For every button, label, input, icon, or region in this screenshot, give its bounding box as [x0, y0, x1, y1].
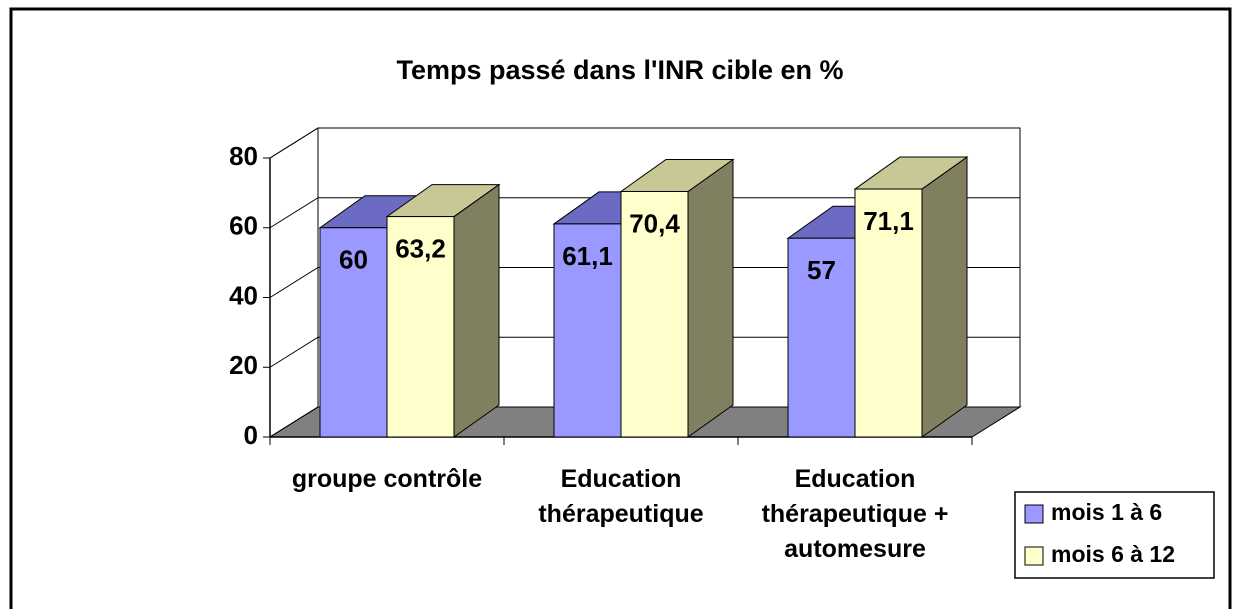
- y-tick-label: 0: [244, 420, 258, 450]
- bar: [319, 227, 388, 438]
- grid-line: [269, 406, 1020, 438]
- bar: [620, 190, 689, 438]
- value-label: 61,1: [562, 241, 613, 271]
- bar-side: [687, 158, 734, 438]
- x-tick-label: groupe contrôle: [291, 465, 483, 493]
- bar-side: [921, 156, 968, 438]
- y-tick-label: 40: [229, 280, 258, 310]
- grid-line: [269, 197, 1020, 229]
- bar: [386, 216, 455, 438]
- bar: [553, 223, 622, 438]
- y-tick-label: 20: [229, 350, 258, 380]
- value-label: 70,4: [629, 208, 680, 238]
- legend-swatch: [1024, 546, 1044, 566]
- y-tick-label: 80: [229, 141, 258, 171]
- bar: [787, 237, 856, 438]
- frame: [9, 7, 1232, 609]
- legend-label: mois 6 à 12: [1051, 541, 1175, 567]
- value-label: 57: [807, 255, 836, 285]
- bar: [854, 188, 923, 438]
- x-tick-label: Education thérapeutique: [538, 465, 704, 528]
- grid-line: [269, 127, 1020, 159]
- chart-title: Temps passé dans l'INR cible en %: [396, 55, 843, 85]
- grid-line: [269, 267, 1020, 298]
- grid-line: [269, 336, 1020, 368]
- value-label: 71,1: [863, 206, 914, 236]
- bar-side: [453, 183, 500, 438]
- legend-box: [1014, 491, 1215, 579]
- legend-label: mois 1 à 6: [1051, 499, 1162, 525]
- x-tick-label: Education thérapeutique + automesure: [761, 465, 949, 563]
- legend-swatch: [1024, 504, 1044, 524]
- y-tick-label: 60: [229, 211, 258, 241]
- value-label: 60: [339, 245, 368, 275]
- value-label: 63,2: [395, 233, 446, 263]
